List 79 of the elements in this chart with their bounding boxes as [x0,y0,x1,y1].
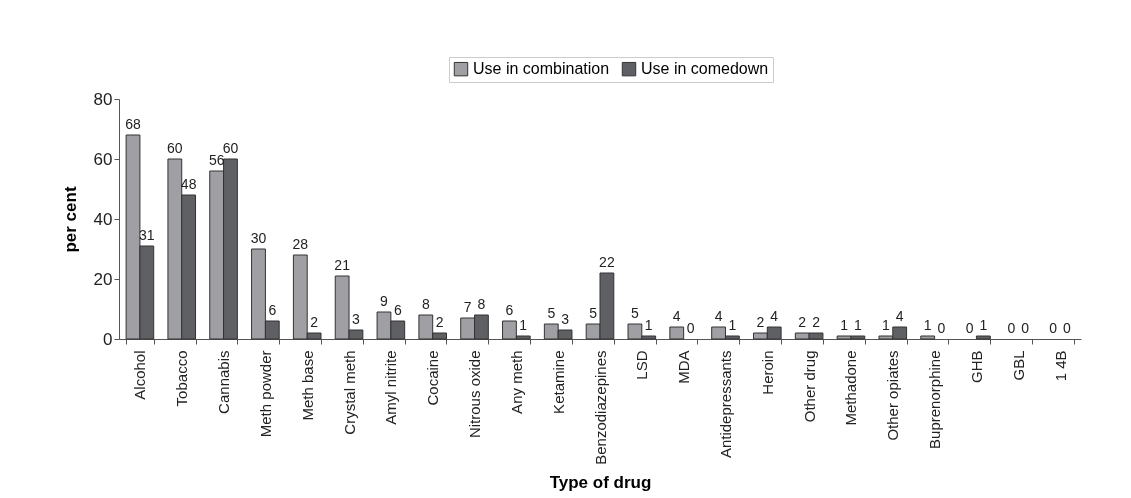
data-label: 0 [1063,320,1072,336]
x-tick-label: Alcohol [131,350,149,400]
data-label: 0 [965,320,974,336]
data-label: 60 [222,140,239,156]
data-label: 1 [644,317,653,333]
x-tick-label: Benzodiazepines [591,350,609,465]
data-label: 1 [979,317,988,333]
data-label: 5 [547,305,556,321]
x-tick-label: Any meth [507,350,525,414]
data-label: 28 [292,236,309,252]
x-tick-label: Buprenorphine [926,350,944,449]
y-tick-label: 80 [93,89,113,109]
data-label: 2 [756,314,765,330]
data-label: 1 [881,317,890,333]
x-tick-label: MDA [675,350,693,384]
data-label: 56 [208,152,225,168]
data-label: 4 [770,308,779,324]
data-label: 6 [268,302,277,318]
data-label: 8 [477,296,486,312]
data-label: 4 [895,308,904,324]
x-tick-label: Meth powder [256,350,274,438]
data-label: 3 [352,311,361,327]
x-tick-label: Amyl nitrite [382,350,400,425]
x-tick-label: LSD [633,350,651,380]
data-label: 2 [798,314,807,330]
y-axis-title: per cent [60,186,80,253]
data-label: 1 [519,317,528,333]
bar [920,335,936,340]
x-tick-label: Nitrous oxide [466,350,484,439]
data-label: 21 [334,257,351,273]
y-tick-label: 40 [93,209,113,229]
x-tick-label: Antidepressants [716,350,734,459]
data-label: 0 [937,320,946,336]
data-label: 4 [672,308,681,324]
x-tick-label: GHB [967,350,985,384]
x-tick-label: Cannabis [215,350,233,414]
data-label: 6 [505,302,514,318]
data-label: 30 [250,230,267,246]
legend-label: Use in comedown [641,60,769,78]
data-label: 5 [631,305,640,321]
data-label: 22 [599,254,615,270]
x-tick-label: GBL [1009,350,1027,381]
data-label: 0 [1021,320,1030,336]
data-label: 7 [463,299,472,315]
x-tick-label: Ketamine [549,350,567,414]
data-label: 3 [561,311,570,327]
data-label: 9 [380,293,389,309]
x-tick-label: Cocaine [424,350,442,406]
data-label: 0 [1007,320,1016,336]
data-label: 0 [1049,320,1058,336]
y-tick-label: 0 [103,329,113,349]
data-label: 4 [714,308,723,324]
data-label: 1 [853,317,862,333]
data-label: 60 [167,140,183,156]
y-tick-label: 60 [93,149,113,169]
x-axis-title: Type of drug [549,472,652,492]
x-tick-label: Heroin [758,350,776,395]
data-label: 2 [435,314,444,330]
x-tick-label: Other drug [800,350,818,423]
data-label: 1 [728,317,737,333]
x-tick-label: Crystal meth [340,350,358,435]
x-tick-label: Tobacco [173,350,191,407]
data-label: 8 [421,296,430,312]
data-label: 68 [125,116,142,132]
bar [669,326,685,340]
data-label: 1 [923,317,932,333]
y-tick-label: 20 [93,269,113,289]
x-tick-label: Other opiates [884,350,902,441]
data-label: 0 [686,320,695,336]
x-tick-label: 1 4B [1051,350,1069,382]
data-label: 2 [812,314,821,330]
data-label: 5 [589,305,598,321]
data-label: 6 [393,302,402,318]
legend-label: Use in combination [473,60,610,78]
x-tick-label: Meth base [298,350,316,421]
bar [975,335,991,340]
data-label: 1 [840,317,849,333]
data-label: 2 [310,314,319,330]
x-tick-label: Methadone [842,350,860,426]
